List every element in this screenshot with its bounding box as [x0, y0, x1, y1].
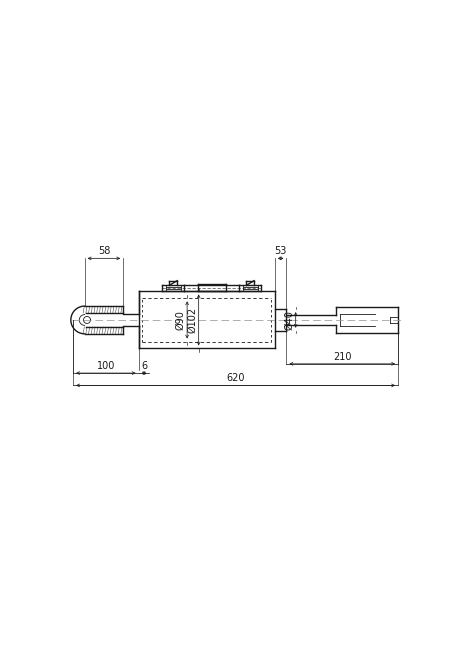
Text: 6: 6 — [141, 361, 147, 371]
Text: 58: 58 — [98, 246, 110, 257]
Text: Ø40: Ø40 — [284, 310, 294, 330]
Text: Ø102: Ø102 — [187, 307, 197, 333]
Text: Ø90: Ø90 — [176, 310, 186, 330]
Text: 620: 620 — [226, 373, 245, 384]
Text: 53: 53 — [274, 246, 287, 257]
Text: 100: 100 — [97, 361, 115, 371]
Text: 210: 210 — [333, 352, 352, 362]
